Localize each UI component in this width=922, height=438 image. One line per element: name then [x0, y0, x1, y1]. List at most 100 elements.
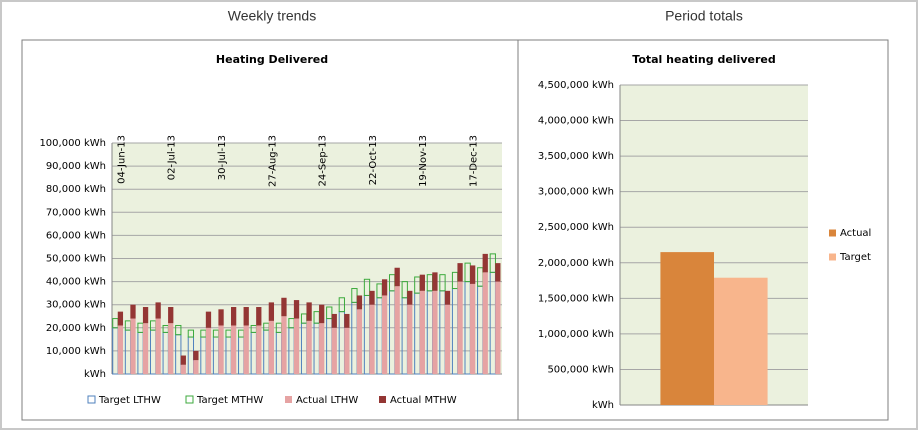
- bar-segment: [193, 350, 199, 361]
- bar-segment: [326, 306, 333, 320]
- y-tick-label: 90,000 kWh: [46, 161, 106, 172]
- bar-segment: [168, 307, 174, 324]
- bar-segment: [457, 281, 463, 374]
- bar-segment: [407, 290, 413, 305]
- bar-segment: [256, 307, 262, 326]
- bar-segment: [268, 302, 275, 321]
- legend-swatch: [379, 396, 386, 403]
- bar-segment: [205, 311, 212, 328]
- bar-segment: [432, 272, 438, 291]
- bar-segment: [268, 320, 275, 374]
- heading: Weekly trends: [228, 8, 316, 24]
- x-tick-label: 30-Jul-13: [217, 135, 228, 180]
- legend-label: Actual: [840, 228, 871, 239]
- bar-segment: [331, 327, 337, 374]
- y-tick-label: 10,000 kWh: [46, 346, 106, 357]
- bar-segment: [205, 327, 212, 374]
- x-tick-label: 22-Oct-13: [368, 135, 379, 185]
- y-tick-label: 3,500,000 kWh: [538, 151, 614, 162]
- bar-segment: [457, 263, 463, 282]
- chart-title: Heating Delivered: [216, 53, 328, 66]
- x-tick-label: 17-Dec-13: [469, 135, 480, 187]
- bar-segment: [319, 304, 325, 324]
- bar-segment: [482, 253, 488, 273]
- bar-segment: [369, 290, 375, 305]
- bar-segment: [495, 263, 501, 282]
- y-tick-label: kWh: [84, 369, 106, 380]
- y-tick-label: 80,000 kWh: [46, 184, 106, 195]
- bar-segment: [130, 318, 136, 374]
- bar-segment: [369, 304, 375, 374]
- x-tick-label: 19-Nov-13: [418, 135, 429, 187]
- legend-swatch: [285, 396, 292, 403]
- bar-segment: [470, 265, 476, 284]
- bar-segment: [344, 327, 350, 374]
- y-tick-label: 500,000 kWh: [547, 364, 614, 375]
- bar-segment: [256, 325, 262, 374]
- bar-segment: [243, 325, 249, 374]
- x-tick-label: 04-Jun-13: [116, 135, 127, 184]
- bar-segment: [407, 304, 413, 374]
- bar-segment: [281, 316, 287, 374]
- bar-segment: [381, 279, 388, 296]
- bar-segment: [356, 309, 363, 374]
- bar-segment: [130, 304, 136, 319]
- bar-segment: [243, 307, 249, 326]
- bar-segment: [230, 307, 237, 326]
- legend-label: Actual MTHW: [390, 395, 457, 406]
- bar-segment: [356, 295, 363, 310]
- bar-segment: [281, 297, 287, 317]
- legend-label: Actual LTHW: [296, 395, 358, 406]
- y-tick-label: 2,500,000 kWh: [538, 222, 614, 233]
- bar-segment: [419, 290, 425, 374]
- bar-segment: [117, 311, 124, 326]
- bar-segment: [293, 318, 300, 374]
- bar-segment: [230, 325, 237, 374]
- y-tick-label: 2,000,000 kWh: [538, 258, 614, 269]
- bar-segment: [180, 355, 186, 365]
- bar-segment: [444, 304, 451, 374]
- bar-segment: [180, 364, 186, 374]
- y-tick-label: 40,000 kWh: [46, 277, 106, 288]
- bar: [660, 252, 714, 405]
- bar-segment: [218, 309, 224, 326]
- bar-segment: [394, 286, 400, 374]
- bar-segment: [306, 302, 312, 321]
- y-tick-label: 4,500,000 kWh: [538, 80, 614, 91]
- bar-segment: [439, 274, 446, 292]
- legend-swatch: [87, 395, 96, 404]
- y-tick-label: 4,000,000 kWh: [538, 116, 614, 127]
- bar-segment: [142, 307, 149, 324]
- heading: Period totals: [665, 8, 743, 24]
- bar-segment: [444, 290, 451, 305]
- bar-segment: [142, 323, 149, 374]
- bar-segment: [344, 313, 350, 328]
- bar-segment: [363, 278, 371, 296]
- bar-segment: [319, 323, 325, 374]
- bar-segment: [218, 325, 224, 374]
- bar: [714, 277, 768, 405]
- bar-segment: [175, 324, 182, 336]
- bar-segment: [193, 360, 199, 374]
- bar-segment: [432, 290, 438, 374]
- x-tick-label: 27-Aug-13: [267, 135, 278, 187]
- y-tick-label: 30,000 kWh: [46, 300, 106, 311]
- bar-segment: [117, 325, 124, 374]
- x-tick-label: 24-Sep-13: [318, 135, 329, 187]
- bar-segment: [419, 274, 425, 291]
- y-tick-label: 20,000 kWh: [46, 323, 106, 334]
- bar-segment: [155, 318, 161, 374]
- legend-label: Target MTHW: [196, 395, 263, 406]
- y-tick-label: 100,000 kWh: [39, 138, 106, 149]
- bar-segment: [338, 297, 345, 313]
- bar-segment: [293, 300, 300, 319]
- legend-swatch: [829, 229, 836, 237]
- bar-segment: [187, 329, 195, 338]
- x-tick-label: 02-Jul-13: [167, 135, 178, 180]
- legend-swatch: [185, 395, 194, 404]
- y-tick-label: 1,500,000 kWh: [538, 293, 614, 304]
- chart-title: Total heating delivered: [632, 53, 775, 66]
- bar-segment: [331, 313, 337, 328]
